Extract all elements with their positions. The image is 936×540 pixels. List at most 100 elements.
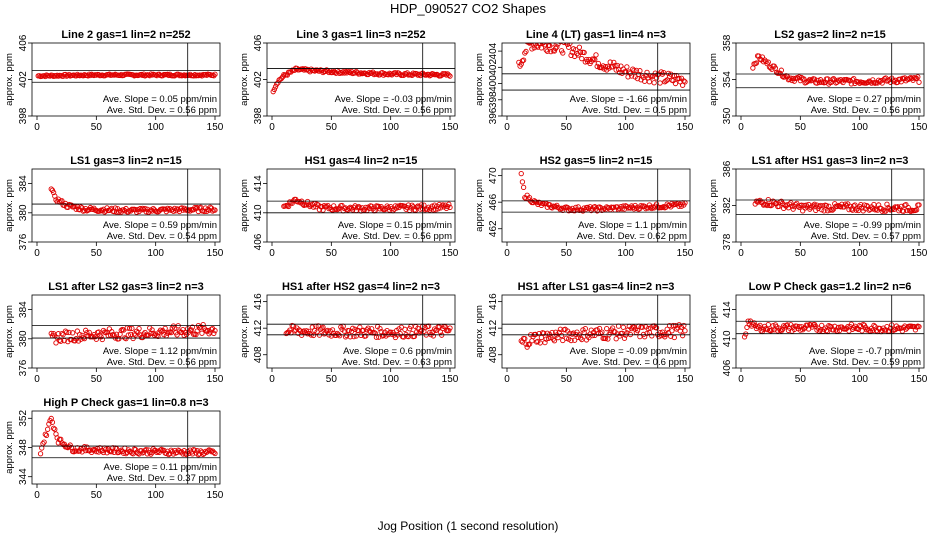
data-point (160, 72, 166, 79)
data-point (670, 322, 676, 329)
panel-12: Low P Check gas=1.2 lin=2 n=6 approx. ppm… (708, 281, 928, 385)
panel-8: LS1 after HS1 gas=3 lin=2 n=3 approx. ppm… (708, 155, 928, 259)
data-point (73, 448, 79, 454)
data-point (809, 77, 815, 83)
data-point (126, 325, 133, 332)
data-point (879, 80, 885, 86)
data-point (790, 206, 796, 212)
data-point (321, 331, 327, 337)
data-point (532, 331, 539, 338)
data-point (607, 59, 613, 65)
data-points (516, 43, 688, 88)
y-tick-label: 350 (722, 107, 733, 124)
data-point (275, 80, 281, 86)
data-point (402, 326, 408, 332)
data-point (819, 322, 825, 329)
x-tick-label: 150 (207, 248, 224, 259)
data-point (125, 332, 132, 338)
data-point (342, 68, 349, 75)
data-point (212, 71, 218, 77)
data-point (625, 327, 631, 333)
data-point (329, 69, 336, 76)
data-point (151, 332, 158, 338)
data-point (365, 325, 371, 331)
data-point (554, 44, 560, 50)
x-tick-label: 0 (34, 122, 40, 133)
data-point (192, 447, 198, 453)
data-point (90, 206, 96, 212)
y-tick-label: 400 (488, 75, 499, 92)
x-tick-label: 150 (442, 374, 459, 385)
data-point (300, 329, 306, 335)
data-point (211, 330, 217, 337)
y-tick-label: 406 (253, 233, 264, 250)
data-point (834, 203, 840, 210)
x-tick-label: 50 (326, 122, 338, 133)
data-point (646, 79, 653, 85)
y-tick-label: 398 (253, 107, 264, 124)
data-point (913, 207, 920, 213)
data-point (653, 75, 660, 81)
data-point (633, 67, 639, 74)
data-point (73, 206, 79, 212)
data-point (638, 202, 644, 209)
data-point (446, 327, 452, 334)
data-point (212, 450, 218, 457)
y-tick-label: 404 (488, 42, 499, 59)
data-point (320, 324, 326, 330)
y-axis-label: approx. ppm (4, 53, 15, 106)
y-tick-label: 358 (722, 34, 733, 51)
data-point (106, 326, 113, 332)
data-point (329, 327, 336, 333)
data-point (633, 205, 639, 211)
panel-2: Line 3 gas=1 lin=3 n=252 approx. ppm 0 50 10… (239, 29, 459, 133)
data-point (39, 445, 45, 451)
data-point (45, 426, 51, 432)
data-point (447, 204, 453, 211)
data-point (109, 329, 115, 335)
x-tick-label: 50 (91, 490, 103, 501)
data-point (142, 205, 148, 212)
data-point (756, 53, 762, 59)
stddev-annotation: Ave. Std. Dev. = 0.56 ppm (342, 231, 452, 242)
data-points (270, 65, 453, 95)
y-tick-label: 376 (18, 233, 29, 250)
data-point (643, 205, 649, 212)
data-point (409, 202, 415, 208)
y-tick-label: 398 (488, 91, 499, 108)
data-point (541, 330, 547, 336)
data-point (189, 324, 196, 330)
data-point (626, 69, 632, 75)
data-point (522, 335, 528, 342)
data-point (682, 79, 688, 85)
data-point (357, 205, 363, 211)
x-tick-label: 50 (326, 248, 338, 259)
x-tick-label: 100 (617, 122, 634, 133)
panel-13: High P Check gas=1 lin=0.8 n=3 approx. pp… (4, 397, 224, 501)
data-points (37, 415, 218, 458)
data-point (649, 205, 655, 212)
data-point (682, 328, 688, 334)
y-tick-label: 410 (722, 330, 733, 347)
data-point (644, 69, 650, 76)
data-point (77, 331, 83, 338)
data-point (106, 71, 113, 77)
x-tick-label: 50 (561, 248, 573, 259)
data-point (897, 76, 903, 82)
data-point (123, 335, 129, 342)
data-point (174, 332, 180, 338)
data-point (385, 72, 391, 78)
data-point (795, 203, 801, 209)
plot-frame (266, 294, 456, 369)
y-axis-label: approx. ppm (708, 53, 719, 106)
panel-title: LS1 after HS1 gas=3 lin=2 n=3 (752, 155, 909, 167)
data-point (579, 55, 585, 62)
y-tick-label: 402 (18, 71, 29, 88)
data-point (303, 328, 310, 334)
data-point (74, 328, 80, 334)
y-tick-label: 408 (253, 346, 264, 363)
data-point (166, 207, 172, 213)
data-point (598, 330, 604, 337)
data-point (649, 74, 655, 80)
x-tick-label: 150 (677, 122, 694, 133)
